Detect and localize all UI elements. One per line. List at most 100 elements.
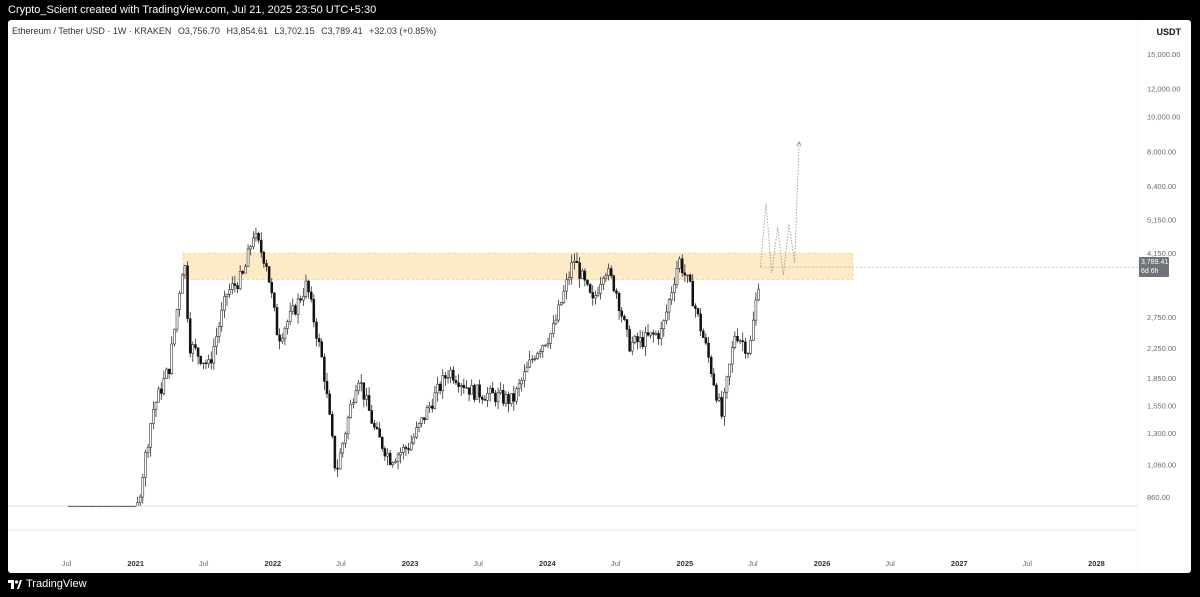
candle-down (325, 381, 329, 395)
candle-down (309, 291, 313, 300)
candle-up (515, 388, 518, 402)
candle-up (604, 275, 608, 279)
candle-down (294, 305, 297, 315)
candle-up (162, 378, 166, 394)
candle-down (331, 414, 334, 437)
candle-up (559, 302, 563, 306)
candle-down (423, 417, 426, 420)
candle-down (483, 399, 487, 401)
candle-up (738, 340, 742, 342)
candle-down (320, 341, 323, 358)
candle-down (478, 384, 481, 398)
candle-up (546, 343, 550, 346)
x-tick-label: Jul (885, 559, 895, 568)
candle-up (223, 296, 226, 311)
candle-up (352, 402, 355, 405)
candle-down (696, 308, 700, 315)
candle-up (286, 321, 289, 329)
candle-down (267, 266, 271, 283)
candle-up (304, 280, 308, 297)
candle-down (491, 387, 495, 394)
candle-down (691, 281, 695, 307)
candle-up (344, 433, 347, 444)
candle-up (412, 436, 416, 444)
candle-up (754, 299, 758, 321)
candle-up (733, 335, 737, 348)
candle-up (238, 271, 242, 290)
candle-up (596, 292, 600, 296)
y-tick-label: 5,150.00 (1147, 216, 1176, 225)
candle-up (573, 260, 576, 263)
candle-up (644, 332, 647, 347)
candle-up (673, 284, 676, 293)
high-value: H3,854.61 (226, 26, 269, 36)
x-tick-label: 2021 (127, 559, 144, 568)
candle-up (725, 376, 729, 393)
candle-down (186, 265, 189, 319)
candle-up (409, 442, 413, 451)
candle-down (159, 388, 163, 394)
candle-down (628, 329, 631, 352)
resistance-zone (182, 252, 854, 280)
candle-up (402, 446, 405, 453)
x-tick-label: Jul (62, 559, 72, 568)
chart-frame[interactable]: 15,000.00 12,000.00 10,000.00 8,000.00 6,400… (8, 20, 1191, 573)
candle-up (562, 290, 566, 303)
candle-down (680, 258, 684, 274)
candle-up (557, 304, 560, 321)
y-tick-label: 10,000.00 (1147, 113, 1180, 122)
candle-up (554, 319, 558, 325)
candle-down (259, 239, 263, 253)
candle-up (149, 423, 152, 448)
candle-up (533, 358, 537, 360)
candle-up (517, 383, 521, 389)
candle-down (507, 394, 510, 404)
candle-up (394, 461, 397, 464)
candle-down (373, 423, 376, 428)
candle-down (712, 373, 716, 386)
candle-up (436, 383, 439, 394)
candle-up (570, 262, 573, 278)
candle-down (454, 380, 458, 384)
candle-up (231, 283, 234, 290)
candle-up (354, 390, 358, 403)
candle-down (736, 335, 739, 342)
candle-up (662, 320, 666, 329)
candle-up (386, 452, 389, 457)
candle-down (462, 384, 466, 388)
candle-up (717, 397, 721, 401)
candle-down (265, 263, 268, 267)
candle-up (459, 384, 463, 387)
candle-up (288, 310, 292, 322)
candle-down (688, 274, 692, 282)
candle-up (178, 293, 181, 310)
candle-up (486, 393, 489, 401)
candle-up (165, 368, 168, 379)
candle-down (199, 356, 202, 364)
candle-up (359, 382, 363, 384)
currency-label[interactable]: USDT (1156, 27, 1182, 37)
candle-down (741, 340, 745, 343)
candle-down (273, 292, 276, 308)
price-chart[interactable]: 15,000.00 12,000.00 10,000.00 8,000.00 6,400… (8, 20, 1191, 573)
candle-down (699, 313, 702, 332)
candle-up (302, 296, 305, 301)
candle-up (749, 340, 752, 354)
candle-up (399, 452, 402, 456)
candle-down (641, 337, 645, 347)
last-price-tag: 3,789.41 6d 6h (1139, 257, 1169, 277)
x-tick-label: Jul (611, 559, 621, 568)
candle-up (536, 352, 539, 359)
candle-up (365, 395, 368, 400)
candle-up (173, 328, 176, 345)
candle-up (217, 326, 221, 337)
candle-down (512, 393, 516, 402)
candle-down (278, 334, 281, 342)
x-tick-label: Jul (473, 559, 483, 568)
candle-down (744, 341, 747, 354)
candle-down (720, 397, 723, 417)
close-value: C3,789.41 (321, 26, 363, 36)
candle-up (638, 337, 642, 343)
candle-down (617, 293, 621, 312)
tradingview-logo[interactable]: TradingView (8, 578, 87, 590)
